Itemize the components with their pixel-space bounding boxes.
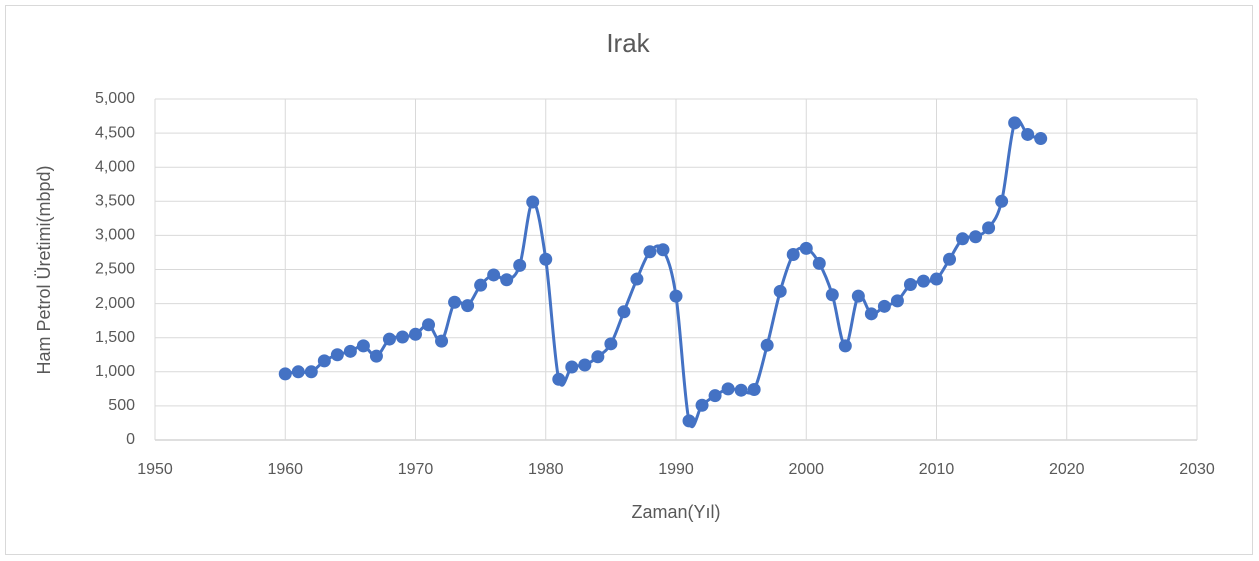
point [695, 398, 709, 412]
x-tick-label: 1960 [267, 461, 303, 478]
x-tick-label: 2030 [1179, 461, 1215, 478]
x-tick-label: 2020 [1049, 461, 1085, 478]
y-tick-label: 500 [108, 397, 135, 414]
point [760, 338, 774, 352]
point [435, 334, 449, 348]
point [838, 339, 852, 353]
point [409, 327, 422, 341]
y-tick-label: 4,500 [95, 124, 135, 141]
y-tick-label: 1,000 [95, 363, 135, 380]
point [369, 349, 383, 363]
point [278, 367, 292, 381]
chart-frame [5, 5, 1253, 555]
point [682, 414, 696, 428]
point [422, 318, 436, 332]
point [825, 288, 839, 302]
point [799, 241, 813, 255]
point [721, 382, 735, 396]
y-tick-label: 2,000 [95, 295, 135, 312]
point [539, 252, 553, 266]
point [969, 230, 983, 244]
point [448, 295, 462, 309]
point [565, 360, 579, 374]
point [773, 284, 787, 298]
point [604, 337, 618, 351]
y-axis-label: Ham Petrol Üretimi(mbpd) [34, 165, 54, 374]
y-tick-label: 0 [126, 431, 135, 448]
point [513, 258, 527, 272]
point [291, 365, 305, 379]
point [851, 289, 865, 303]
point [643, 245, 657, 259]
point [617, 305, 631, 319]
point [982, 221, 996, 235]
point [669, 289, 683, 303]
point [343, 344, 357, 358]
point [956, 232, 970, 246]
x-axis-label: Zaman(Yıl) [631, 502, 720, 522]
point [890, 294, 904, 308]
point [916, 274, 930, 288]
point [1034, 132, 1048, 146]
point [1008, 116, 1022, 130]
point [656, 243, 670, 257]
chart-title: Irak [606, 28, 650, 58]
y-tick-label: 1,500 [95, 329, 135, 346]
y-tick-label: 3,500 [95, 193, 135, 210]
x-tick-label: 1950 [137, 461, 173, 478]
point [995, 194, 1009, 208]
point [864, 307, 878, 321]
y-tick-label: 4,000 [95, 158, 135, 175]
point [578, 358, 592, 372]
x-tick-label: 2010 [919, 461, 955, 478]
point [943, 252, 957, 266]
point [812, 256, 826, 270]
point [304, 365, 318, 379]
point [591, 350, 605, 364]
x-tick-label: 1970 [398, 461, 434, 478]
point [461, 299, 475, 313]
point [526, 195, 540, 209]
y-tick-label: 3,000 [95, 227, 135, 244]
point [877, 299, 891, 313]
point [317, 354, 331, 368]
x-tick-label: 1990 [658, 461, 694, 478]
x-tick-label: 2000 [788, 461, 824, 478]
point [747, 383, 761, 397]
y-tick-label: 5,000 [95, 90, 135, 107]
point [1021, 127, 1035, 141]
point [500, 273, 514, 287]
point [474, 278, 488, 292]
point [786, 247, 800, 261]
point [903, 278, 917, 292]
y-tick-label: 2,500 [95, 261, 135, 278]
point [930, 272, 943, 286]
point [552, 372, 566, 386]
point [734, 383, 748, 397]
point [382, 332, 396, 346]
point [395, 330, 409, 344]
point [708, 389, 722, 403]
x-tick-label: 1980 [528, 461, 564, 478]
point [487, 268, 501, 282]
point [630, 272, 644, 286]
point [330, 348, 344, 362]
point [356, 339, 370, 353]
